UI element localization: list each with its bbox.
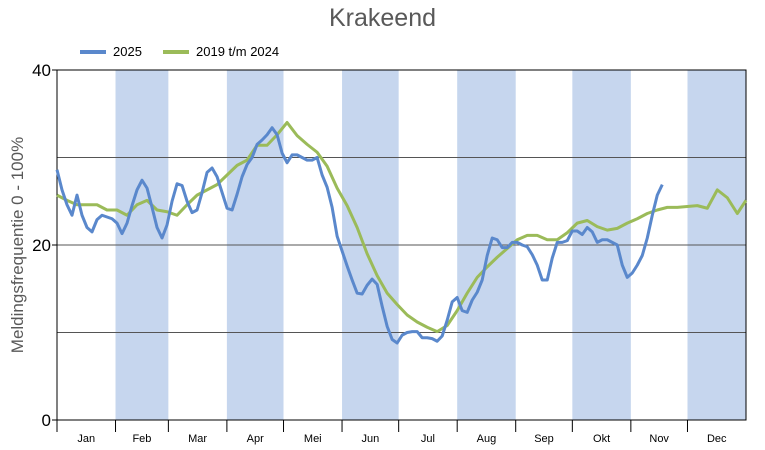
y-tick-label: 40 bbox=[32, 61, 51, 80]
legend-label-2019-2024: 2019 t/m 2024 bbox=[196, 44, 280, 59]
x-tick-label: Dec bbox=[707, 433, 727, 445]
y-tick-label: 0 bbox=[42, 411, 51, 430]
legend-item-2025: 2025 bbox=[80, 44, 142, 59]
x-tick-label: Nov bbox=[649, 433, 669, 445]
x-tick-label: Feb bbox=[132, 433, 151, 445]
x-tick-label: Okt bbox=[593, 433, 610, 445]
legend-item-2019-2024: 2019 t/m 2024 bbox=[163, 44, 279, 59]
x-tick-label: Mar bbox=[188, 433, 207, 445]
x-tick-label: Jul bbox=[421, 433, 435, 445]
plot-border bbox=[56, 69, 747, 421]
x-tick-label: Sep bbox=[534, 433, 554, 445]
chart-title: Krakeend bbox=[328, 4, 437, 32]
x-tick-label: Aug bbox=[477, 433, 497, 445]
legend-swatch-2019-2024 bbox=[163, 49, 189, 54]
x-tick-label: Jan bbox=[77, 433, 95, 445]
y-tick-label: 20 bbox=[32, 236, 51, 255]
x-tick-label: Apr bbox=[247, 433, 264, 445]
x-tick-label: Jun bbox=[361, 433, 379, 445]
legend-label-2025: 2025 bbox=[113, 44, 142, 59]
series-line-2019-2024 bbox=[56, 121, 748, 334]
series-line-2025 bbox=[55, 126, 664, 345]
legend-swatch-2025 bbox=[80, 49, 106, 54]
x-tick-label: Mei bbox=[304, 433, 322, 445]
